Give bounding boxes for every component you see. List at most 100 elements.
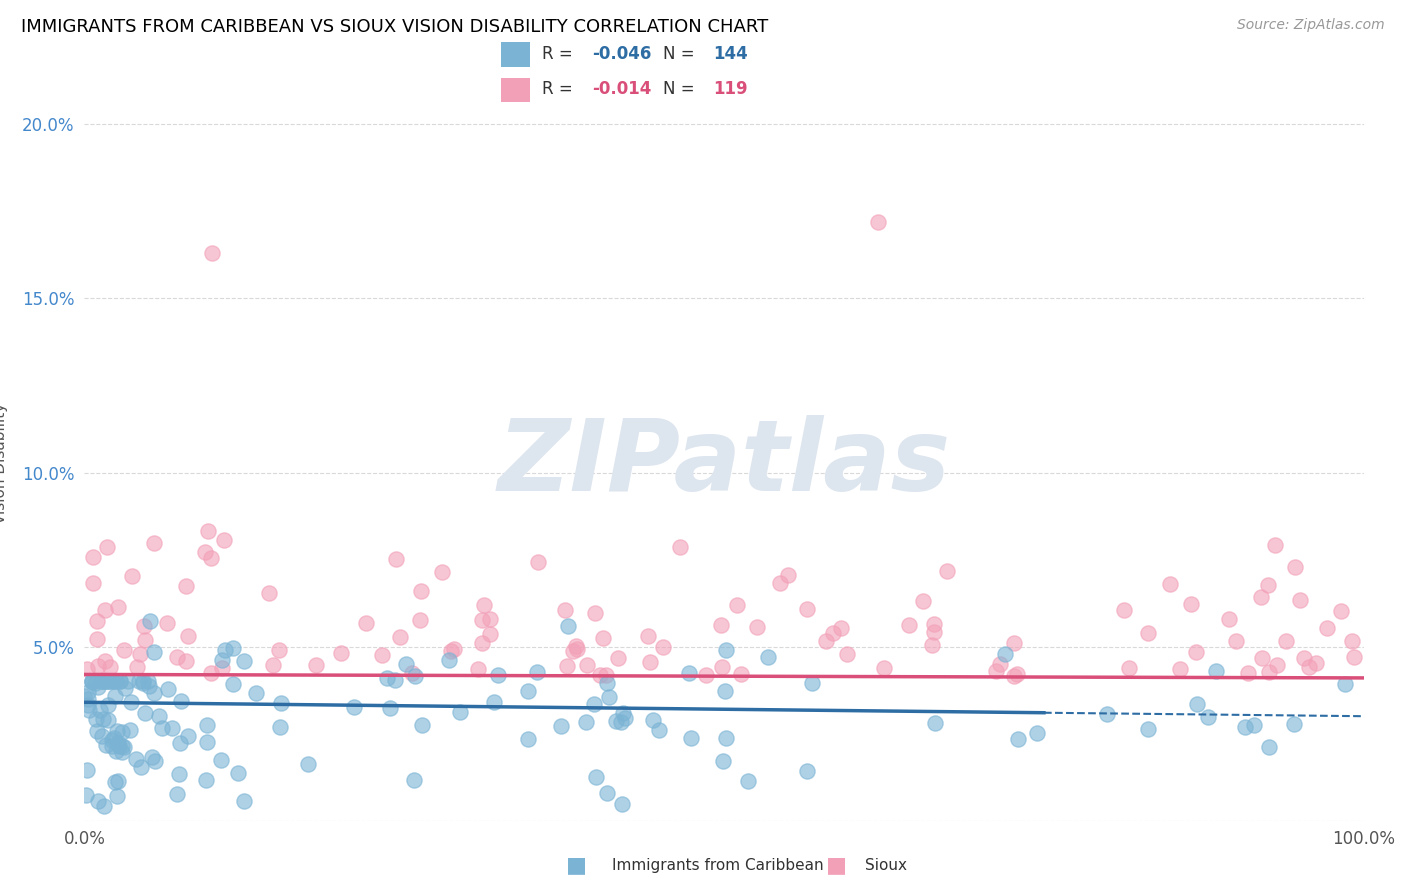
Point [194, 545, 217, 559]
Text: -0.014: -0.014 [592, 80, 652, 98]
Point [343, 699, 366, 714]
Point [103, 731, 125, 745]
Point [637, 629, 659, 643]
Point [1234, 721, 1257, 735]
Text: -0.046: -0.046 [592, 45, 652, 62]
Point [472, 598, 495, 612]
Point [142, 686, 165, 700]
Point [108, 739, 131, 754]
Text: ■: ■ [567, 855, 586, 875]
Point [479, 626, 502, 640]
Point [90, 729, 112, 743]
Point [80, 674, 103, 689]
Point [1185, 645, 1208, 659]
Point [169, 736, 191, 750]
Point [91, 674, 114, 689]
Point [73, 690, 96, 704]
Point [166, 650, 188, 665]
Point [769, 575, 792, 590]
Point [177, 629, 200, 643]
Point [1288, 593, 1310, 607]
Point [1159, 577, 1181, 591]
Point [430, 565, 453, 579]
Point [714, 684, 737, 698]
Point [1316, 621, 1339, 635]
Point [471, 613, 494, 627]
Point [648, 723, 671, 737]
Text: Sioux: Sioux [865, 858, 907, 872]
Point [1258, 740, 1281, 755]
Point [121, 568, 143, 582]
Point [76, 764, 98, 778]
Point [304, 657, 326, 672]
Point [128, 674, 150, 689]
Point [269, 720, 291, 734]
Point [1250, 650, 1272, 665]
Point [801, 676, 824, 690]
Point [194, 773, 217, 788]
Point [232, 794, 254, 808]
Point [1298, 659, 1320, 673]
Point [214, 643, 236, 657]
Point [111, 745, 134, 759]
Point [211, 653, 233, 667]
Point [257, 585, 280, 599]
Point [129, 760, 152, 774]
Point [79, 703, 101, 717]
Point [935, 564, 957, 578]
Point [595, 668, 617, 682]
Point [1284, 560, 1306, 574]
Point [1007, 666, 1029, 681]
Point [89, 703, 111, 717]
Point [612, 706, 634, 720]
Point [170, 694, 193, 708]
Point [107, 600, 129, 615]
Point [125, 751, 148, 765]
Point [402, 772, 425, 787]
Point [166, 787, 188, 801]
Point [97, 698, 120, 713]
Point [565, 642, 588, 657]
Point [82, 549, 104, 564]
Point [471, 636, 494, 650]
Point [467, 662, 489, 676]
Text: 144: 144 [713, 45, 748, 62]
Point [87, 659, 110, 673]
Point [371, 648, 394, 663]
Point [104, 775, 127, 789]
Point [76, 661, 98, 675]
Point [550, 718, 572, 732]
Point [127, 659, 149, 673]
Point [598, 690, 620, 704]
Point [922, 625, 945, 640]
Point [177, 729, 200, 743]
Point [583, 606, 606, 620]
Point [128, 647, 150, 661]
Point [94, 739, 117, 753]
Point [668, 540, 690, 554]
Point [1257, 578, 1279, 592]
Point [710, 618, 733, 632]
Point [105, 724, 128, 739]
Point [375, 671, 398, 685]
Point [269, 643, 291, 657]
Point [516, 684, 538, 698]
Point [596, 787, 619, 801]
Text: ZIPatlas: ZIPatlas [498, 416, 950, 512]
Point [87, 680, 110, 694]
Point [439, 644, 461, 658]
Point [138, 680, 160, 694]
Point [583, 697, 606, 711]
Point [610, 797, 633, 812]
Point [384, 673, 406, 688]
Point [652, 640, 675, 654]
Text: ■: ■ [827, 855, 846, 875]
Point [101, 733, 124, 747]
Point [796, 602, 818, 616]
Point [150, 721, 173, 735]
Text: N =: N = [664, 45, 700, 62]
Point [100, 674, 122, 689]
Point [145, 754, 167, 768]
Point [380, 701, 402, 715]
Point [1118, 661, 1140, 675]
